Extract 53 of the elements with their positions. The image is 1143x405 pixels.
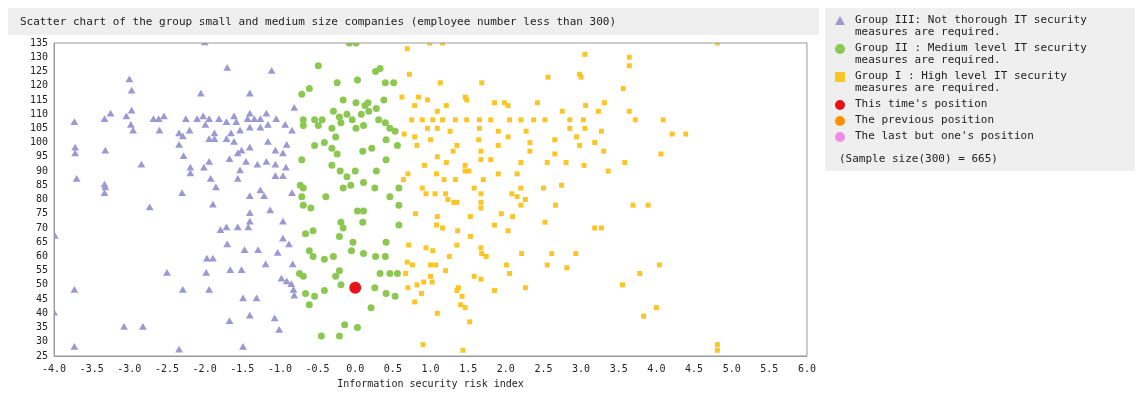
- legend-label: This time's position: [855, 97, 988, 110]
- y-tick-label: 105: [30, 121, 49, 133]
- y-tick-label: 135: [30, 36, 49, 48]
- x-axis-title: Information security risk index: [337, 377, 524, 389]
- x-tick-label: -1.5: [230, 362, 255, 374]
- y-tick-label: 85: [36, 178, 49, 190]
- x-tick-label: -4.0: [42, 362, 67, 374]
- legend-label: Group I : High level IT security measures are required.: [855, 69, 1068, 94]
- y-tick-label: 75: [36, 207, 49, 219]
- x-tick-label: -3.0: [117, 362, 142, 374]
- x-tick-label: 1.0: [421, 362, 440, 374]
- y-tick-label: 80: [36, 193, 49, 205]
- y-tick-label: 100: [30, 136, 49, 148]
- x-tick-label: 0.5: [383, 362, 402, 374]
- x-tick-label: 4.5: [685, 362, 704, 374]
- x-tick-label: -2.0: [192, 362, 217, 374]
- text: (Sample size(300) = 665): [839, 152, 999, 165]
- x-tick-label: 3.5: [609, 362, 628, 374]
- y-tick-label: 70: [36, 221, 49, 233]
- y-tick-label: 115: [30, 93, 49, 105]
- y-tick-label: 25: [36, 349, 49, 361]
- chart-title: Scatter chart of the group small and medium size companies (employee number less than 300): [8, 8, 819, 35]
- y-tick-label: 60: [36, 250, 49, 261]
- x-tick-label: 4.0: [647, 362, 666, 374]
- legend-label: Group III: Not thorough IT security measures are required.: [855, 13, 1088, 38]
- y-tick-label: 65: [36, 235, 49, 247]
- y-tick-label: 110: [30, 107, 49, 119]
- y-tick-label: 120: [30, 79, 49, 91]
- legend-label: The last but one's position: [855, 129, 1034, 142]
- x-tick-label: 3.0: [572, 362, 591, 374]
- x-tick-label: 2.5: [534, 362, 553, 374]
- y-tick-label: 35: [36, 321, 49, 333]
- legend-label: The previous position: [855, 113, 995, 126]
- x-tick-label: -1.0: [267, 362, 292, 374]
- y-tick-label: 40: [36, 306, 49, 318]
- x-tick-label: 1.5: [459, 362, 478, 374]
- y-tick-label: 125: [30, 65, 49, 77]
- y-tick-label: 130: [30, 50, 49, 62]
- x-tick-label: 6.0: [797, 362, 816, 374]
- x-tick-label: -3.5: [79, 362, 104, 374]
- y-tick-label: 55: [36, 264, 49, 276]
- x-tick-label: 5.0: [722, 362, 741, 374]
- legend-label: Group II : Medium level IT security measures are required.: [855, 41, 1088, 66]
- x-tick-label: 0.0: [346, 362, 365, 374]
- y-tick-label: 50: [36, 278, 49, 290]
- y-tick-label: 90: [36, 164, 49, 176]
- x-tick-label: -0.5: [305, 362, 330, 374]
- y-tick-label: 45: [36, 292, 49, 304]
- y-tick-label: 95: [36, 150, 49, 162]
- x-tick-label: 5.5: [760, 362, 779, 374]
- x-tick-label: 2.0: [496, 362, 515, 374]
- x-tick-label: -2.5: [154, 362, 180, 374]
- y-tick-label: 30: [36, 335, 49, 347]
